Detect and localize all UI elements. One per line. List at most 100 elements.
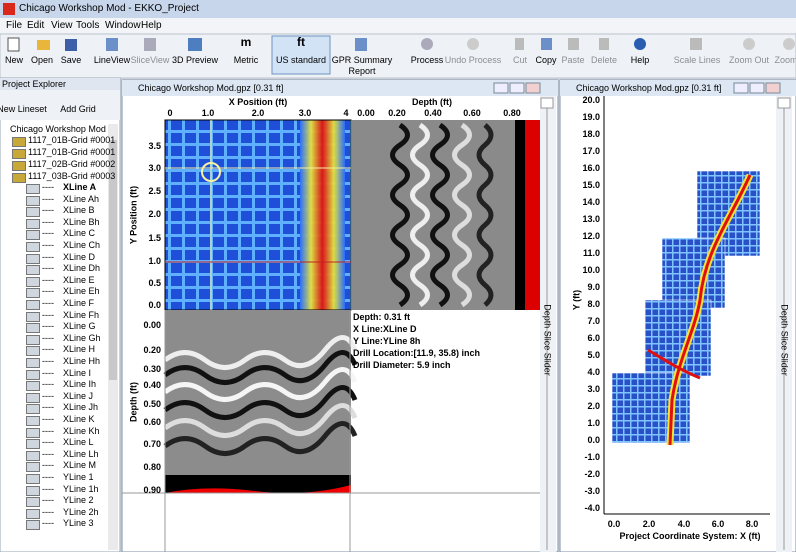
tree-item[interactable]: XLine D — [63, 251, 96, 262]
menu-item[interactable]: Edit — [27, 20, 45, 31]
tree-prefix[interactable]: ---- — [42, 495, 54, 506]
tree-prefix[interactable]: ---- — [42, 472, 54, 482]
tree-item[interactable]: XLine Jh — [63, 402, 99, 413]
menu-item[interactable]: Window — [105, 20, 141, 31]
tree-item[interactable]: 1117_01B-Grid #0001 — [28, 135, 116, 145]
tree-item[interactable]: YLine 2 — [63, 495, 94, 506]
menu-item[interactable]: File — [6, 20, 23, 31]
tree-item[interactable]: YLine 1 — [63, 472, 94, 482]
menu-item[interactable]: Help — [141, 20, 162, 31]
toolbar-button[interactable]: Cut — [512, 55, 528, 65]
tree-item[interactable]: XLine J — [63, 390, 94, 401]
toolbar-button[interactable]: Delete — [590, 55, 618, 65]
tree-item[interactable]: XLine B — [63, 205, 95, 216]
menu-item[interactable]: Tools — [76, 20, 100, 31]
tick-label: 8.0 — [745, 519, 759, 529]
tree-item[interactable]: XLine Kh — [63, 425, 100, 436]
tree-prefix[interactable]: ---- — [42, 228, 54, 239]
tree-prefix[interactable]: ---- — [42, 390, 54, 401]
tree-item[interactable]: YLine 1h — [63, 483, 99, 494]
tree-prefix[interactable]: ---- — [42, 298, 54, 308]
toolbar-button[interactable]: Open — [30, 55, 54, 65]
tree-prefix[interactable]: ---- — [42, 332, 54, 343]
tree-prefix[interactable]: ---- — [42, 379, 54, 390]
toolbar-button[interactable]: Save — [60, 55, 82, 65]
tree-item[interactable]: XLine Fh — [63, 309, 100, 320]
tree-item[interactable]: XLine Lh — [63, 448, 99, 459]
tree-prefix[interactable]: ---- — [42, 402, 54, 413]
tree-prefix[interactable]: ---- — [42, 506, 54, 517]
tree-prefix[interactable]: ---- — [42, 425, 54, 436]
tree-prefix[interactable]: ---- — [42, 367, 54, 378]
tree-item[interactable]: XLine K — [63, 414, 95, 424]
tree-item[interactable]: XLine Dh — [63, 263, 101, 274]
tree-icon — [26, 346, 40, 357]
tree-item[interactable]: YLine 3 — [63, 518, 94, 529]
tree-item[interactable]: 1117_01B-Grid #0001 — [28, 147, 116, 157]
tree-prefix[interactable]: ---- — [42, 483, 54, 494]
tree-item[interactable]: XLine L — [63, 437, 94, 448]
toolbar-button[interactable]: New Lineset — [0, 104, 47, 114]
toolbar-button[interactable]: Copy — [535, 55, 557, 65]
toolbar-button[interactable]: LineView — [93, 55, 131, 65]
tree-item[interactable]: XLine Ih — [63, 379, 97, 390]
tree-item[interactable]: XLine Eh — [63, 286, 100, 297]
toolbar-button[interactable]: 3D Preview — [171, 55, 219, 65]
tree-prefix[interactable]: ---- — [42, 263, 54, 274]
toolbar-button[interactable]: SliceView — [130, 55, 170, 65]
tree-item[interactable]: XLine C — [63, 228, 96, 239]
tree-prefix[interactable]: ---- — [42, 437, 54, 448]
toolbar-button[interactable]: New — [4, 55, 24, 65]
tree-item[interactable]: 1117_02B-Grid #0002 — [28, 159, 116, 169]
toolbar-button[interactable]: Zoom — [774, 55, 796, 65]
tree-item[interactable]: Chicago Workshop Mod — [10, 124, 106, 134]
tree-prefix[interactable]: ---- — [42, 356, 54, 366]
tree-icon — [26, 253, 40, 264]
toolbar-button[interactable]: Process — [410, 55, 444, 65]
toolbar-button[interactable]: Scale Lines — [673, 55, 721, 65]
tree-prefix[interactable]: ---- — [42, 205, 54, 216]
tick-label: 2.5 — [148, 186, 161, 196]
toolbar-button[interactable]: Zoom Out — [728, 55, 770, 65]
tree-item[interactable]: XLine F — [63, 298, 95, 308]
tree-prefix[interactable]: ---- — [42, 309, 54, 320]
tree-prefix[interactable]: ---- — [42, 321, 54, 332]
menu-item[interactable]: View — [51, 20, 73, 31]
tree-item[interactable]: XLine M — [63, 460, 97, 471]
tree-prefix[interactable]: ---- — [42, 240, 54, 250]
toolbar-button[interactable]: Metric — [233, 55, 259, 65]
tree-prefix[interactable]: ---- — [42, 182, 54, 192]
tree-prefix[interactable]: ---- — [42, 193, 54, 204]
tree-prefix[interactable]: ---- — [42, 518, 54, 529]
tree-prefix[interactable]: ---- — [42, 286, 54, 297]
tree-item[interactable]: XLine H — [63, 344, 96, 355]
tree-prefix[interactable]: ---- — [42, 414, 54, 424]
tree-icon — [12, 149, 26, 159]
toolbar-button[interactable]: US standard — [275, 55, 327, 65]
tree-prefix[interactable]: ---- — [42, 460, 54, 471]
tree-item[interactable]: XLine Hh — [63, 356, 101, 366]
tick-label: 12.0 — [582, 231, 600, 241]
tick-label: -3.0 — [584, 486, 600, 496]
tree-item[interactable]: XLine I — [63, 367, 92, 378]
tree-item[interactable]: XLine A — [63, 182, 97, 192]
tree-item[interactable]: XLine Gh — [63, 332, 101, 343]
tree-item[interactable]: XLine Ah — [63, 193, 100, 204]
toolbar-button[interactable]: Help — [630, 55, 650, 65]
tree-item[interactable]: XLine Ch — [63, 240, 101, 250]
toolbar-button[interactable]: GPR Summary Report — [331, 55, 393, 76]
tree-prefix[interactable]: ---- — [42, 216, 54, 227]
toolbar-button[interactable]: Add Grid — [60, 104, 96, 114]
tree-prefix[interactable]: ---- — [42, 344, 54, 355]
tick-label: 0.0 — [148, 300, 161, 310]
tree-prefix[interactable]: ---- — [42, 448, 54, 459]
tree-item[interactable]: XLine Bh — [63, 216, 100, 227]
tree-prefix[interactable]: ---- — [42, 274, 54, 285]
toolbar-button[interactable]: Undo Process — [444, 55, 502, 65]
tree-item[interactable]: 1117_03B-Grid #0003 — [28, 171, 116, 181]
tree-item[interactable]: XLine G — [63, 321, 96, 332]
tree-item[interactable]: YLine 2h — [63, 506, 99, 517]
tree-prefix[interactable]: ---- — [42, 251, 54, 262]
tree-item[interactable]: XLine E — [63, 274, 95, 285]
toolbar-button[interactable]: Paste — [561, 55, 585, 65]
